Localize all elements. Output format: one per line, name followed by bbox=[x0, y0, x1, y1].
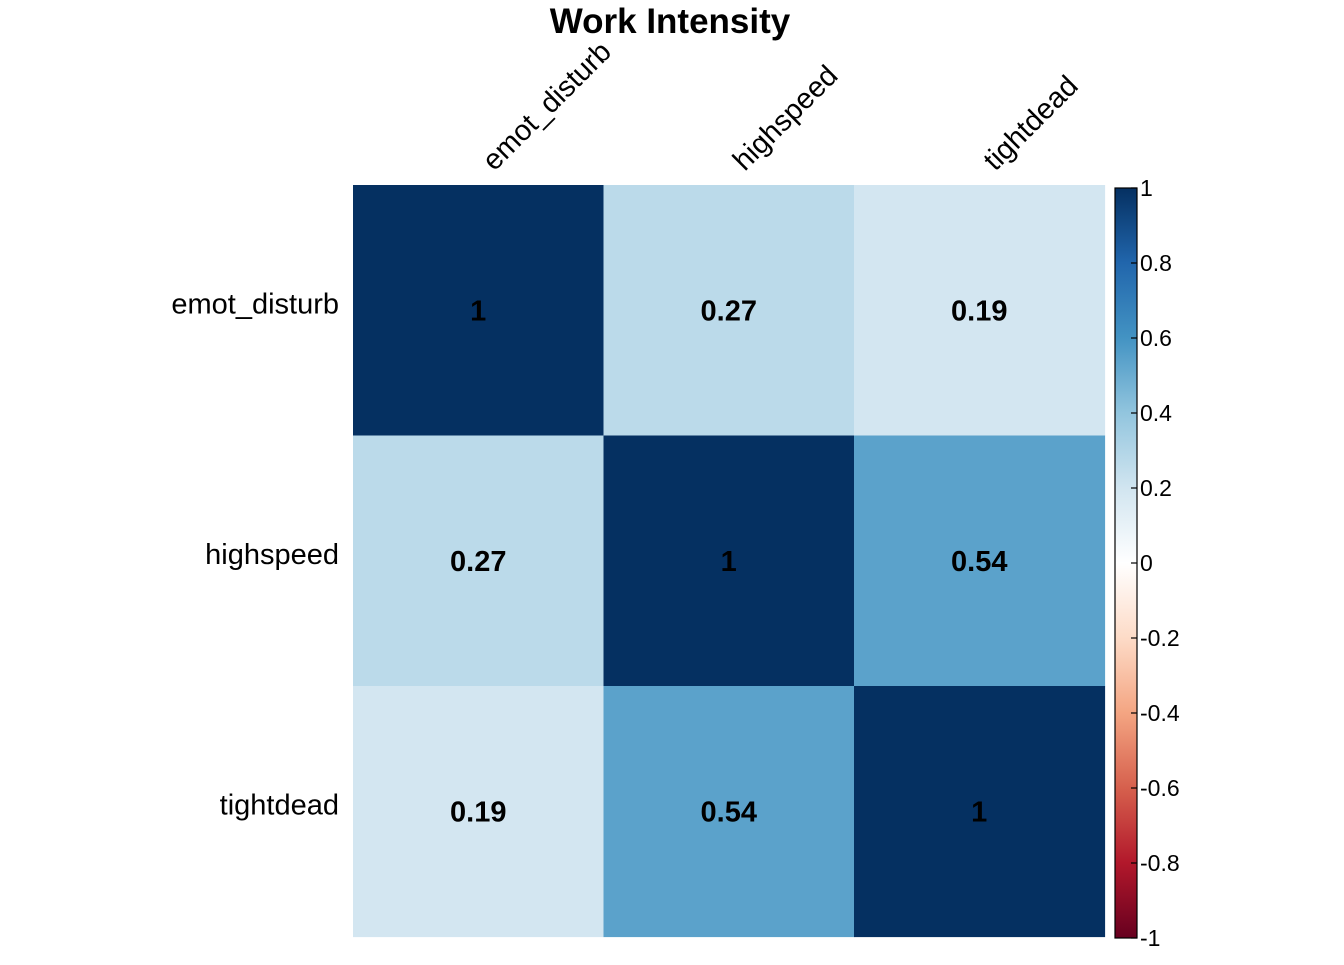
colorbar-tick-label: 0.6 bbox=[1140, 325, 1172, 351]
chart-title: Work Intensity bbox=[550, 2, 791, 41]
row-label-emot_disturb: emot_disturb bbox=[171, 288, 339, 320]
heatmap-cell-highspeed-highspeed bbox=[603, 435, 855, 687]
heatmap-cell-tightdead-tightdead bbox=[854, 686, 1106, 938]
colorbar-tick-label: -0.4 bbox=[1140, 700, 1180, 726]
row-label-highspeed: highspeed bbox=[205, 539, 339, 571]
colorbar-tick-label: 1 bbox=[1140, 175, 1153, 201]
colorbar-tick-label: -1 bbox=[1140, 925, 1160, 951]
colorbar: 1 0.8 0.6 0.4 0.2 0 -0.2 -0.4 -0.6 -0.8 -1 bbox=[1114, 175, 1180, 951]
cell-value-label: 0.19 bbox=[951, 295, 1007, 327]
cell-value-label: 0.54 bbox=[701, 796, 757, 828]
heatmap-cell-emot_disturb-emot_disturb bbox=[353, 185, 605, 437]
heatmap-cell-tightdead-highspeed bbox=[603, 686, 855, 938]
colorbar-tick-label: 0.4 bbox=[1140, 400, 1172, 426]
column-label-tightdead: tightdead bbox=[978, 70, 1085, 177]
cell-value-label: 1 bbox=[721, 546, 737, 578]
heatmap-cell-emot_disturb-highspeed bbox=[603, 185, 855, 437]
row-labels: emot_disturb highspeed tightdead bbox=[171, 288, 339, 821]
colorbar-gradient bbox=[1115, 188, 1137, 938]
colorbar-tick-label: 0.2 bbox=[1140, 475, 1172, 501]
cell-value-label: 1 bbox=[470, 295, 486, 327]
heatmap-cell-highspeed-emot_disturb bbox=[353, 435, 605, 687]
colorbar-tick-label: -0.8 bbox=[1140, 850, 1180, 876]
heatmap-cell-emot_disturb-tightdead bbox=[854, 185, 1106, 437]
heatmap-cell-tightdead-emot_disturb bbox=[353, 686, 605, 938]
colorbar-tick-label: 0.8 bbox=[1140, 250, 1172, 276]
colorbar-tick-label: 0 bbox=[1140, 550, 1153, 576]
row-label-tightdead: tightdead bbox=[220, 789, 339, 821]
column-labels: emot_disturb highspeed tightdead bbox=[477, 36, 1085, 177]
column-label-emot_disturb: emot_disturb bbox=[477, 36, 618, 177]
heatmap-cell-highspeed-tightdead bbox=[854, 435, 1106, 687]
cell-value-label: 0.19 bbox=[450, 796, 506, 828]
cell-value-label: 1 bbox=[971, 796, 987, 828]
column-label-highspeed: highspeed bbox=[727, 60, 844, 177]
heatmap-cells bbox=[353, 185, 1106, 938]
heatmap-cell-labels: 1 0.27 0.19 0.27 1 0.54 0.19 0.54 1 bbox=[450, 295, 1007, 828]
cell-value-label: 0.27 bbox=[701, 295, 757, 327]
colorbar-tick-label: -0.6 bbox=[1140, 775, 1180, 801]
cell-value-label: 0.27 bbox=[450, 546, 506, 578]
colorbar-tick-label: -0.2 bbox=[1140, 625, 1180, 651]
cell-value-label: 0.54 bbox=[951, 546, 1007, 578]
